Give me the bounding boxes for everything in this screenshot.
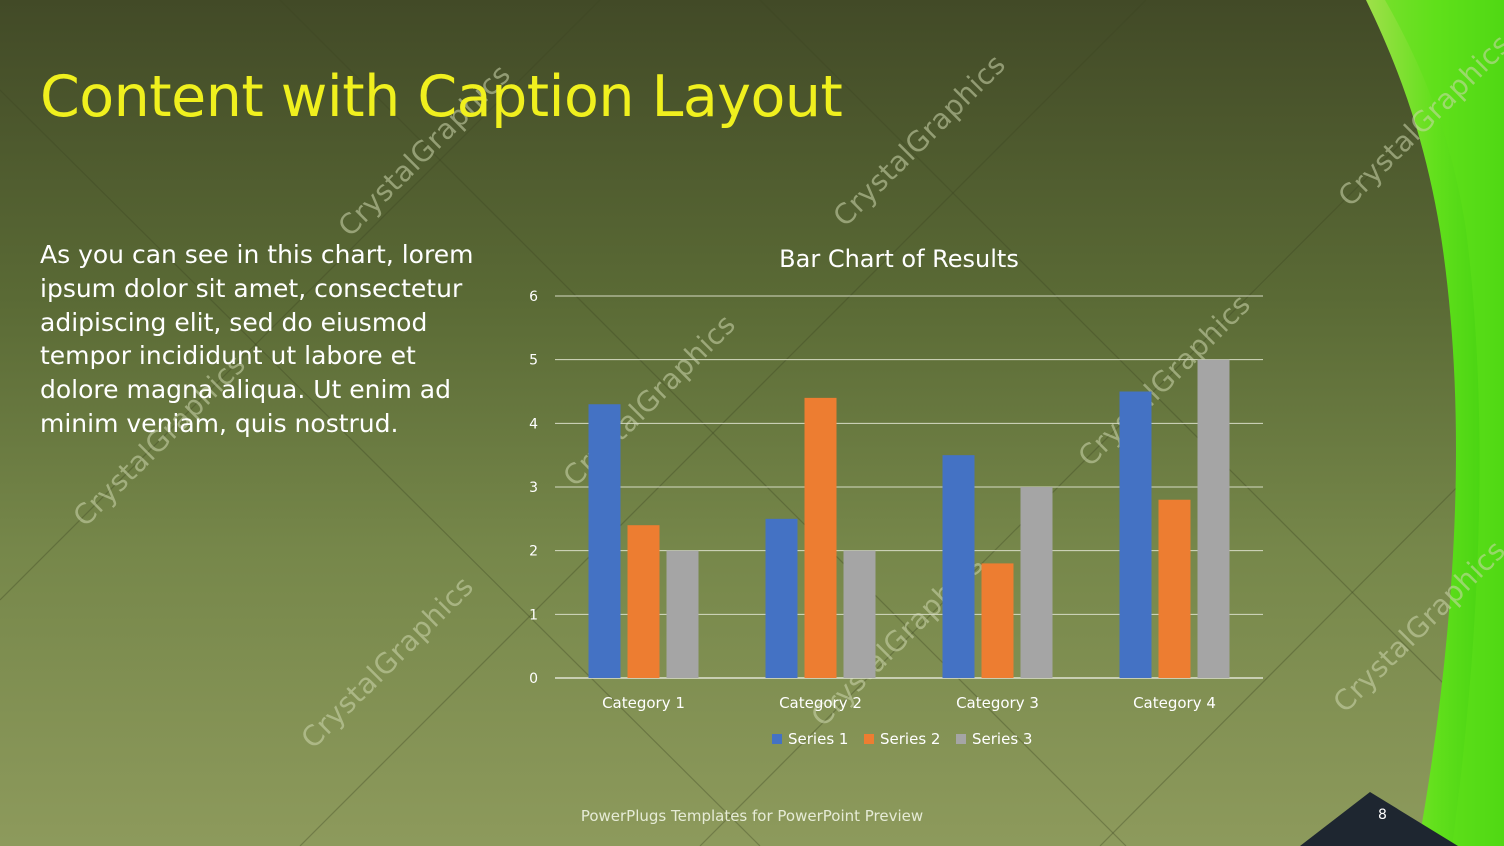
- bar: [588, 404, 621, 678]
- caption-text: As you can see in this chart, lorem ipsu…: [40, 240, 474, 438]
- slide-title: Content with Caption Layout: [40, 64, 843, 130]
- x-tick-label: Category 2: [779, 694, 862, 712]
- footer-text: PowerPlugs Templates for PowerPoint Prev…: [580, 807, 924, 825]
- bar-chart: Bar Chart of Results 0 1 2 3 4 5 6 Category 1 Cat…: [529, 245, 1263, 748]
- chart-title: Bar Chart of Results: [779, 245, 1019, 273]
- legend-label: Series 1: [788, 730, 848, 748]
- x-tick-label: Category 4: [1133, 694, 1216, 712]
- legend-label: Series 2: [880, 730, 940, 748]
- bar: [765, 518, 798, 678]
- bar: [981, 563, 1014, 678]
- page-number: 8: [1378, 807, 1387, 823]
- bar: [804, 397, 837, 678]
- legend-swatch: [864, 734, 874, 744]
- bar: [1158, 499, 1191, 678]
- bar: [1119, 391, 1152, 678]
- bar: [666, 550, 699, 678]
- bar: [843, 550, 876, 678]
- x-tick-label: Category 1: [602, 694, 685, 712]
- bar: [942, 455, 975, 678]
- y-tick-label: 0: [529, 671, 538, 687]
- corner-dark-shape: [1300, 792, 1458, 846]
- legend-label: Series 3: [972, 730, 1032, 748]
- bar: [627, 525, 660, 678]
- bar: [1020, 487, 1053, 678]
- y-tick-label: 5: [529, 353, 538, 369]
- y-tick-label: 6: [529, 289, 538, 305]
- bar: [1197, 359, 1230, 678]
- legend-swatch: [956, 734, 966, 744]
- x-tick-label: Category 3: [956, 694, 1039, 712]
- y-tick-label: 1: [529, 607, 538, 623]
- legend-swatch: [772, 734, 782, 744]
- y-tick-label: 2: [529, 544, 538, 560]
- y-tick-label: 4: [529, 416, 538, 432]
- y-tick-label: 3: [529, 480, 538, 496]
